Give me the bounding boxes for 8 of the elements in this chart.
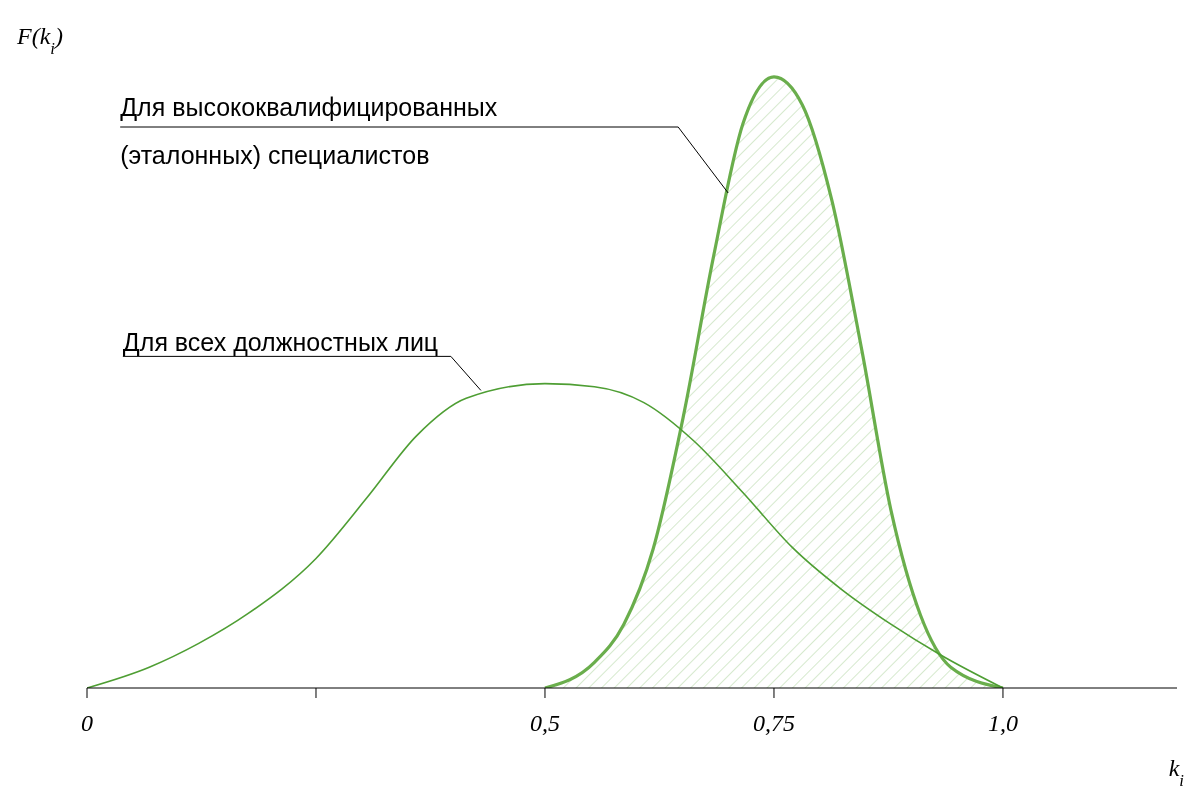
x-tick-label: 0,75 [752,710,795,737]
annotation: Для высококвалифицированных (эталонных) специалистов [120,92,499,171]
x-tick-label: 1,0 [987,710,1018,737]
annotation: Для всех должностных лиц [122,327,440,359]
x-axis-title: k$_{i}$ [1168,755,1185,790]
x-tick-label: 0 [81,710,93,737]
y-axis-title: F(k$_{i}$) [16,23,63,58]
x-tick-label: 0,5 [529,710,560,737]
